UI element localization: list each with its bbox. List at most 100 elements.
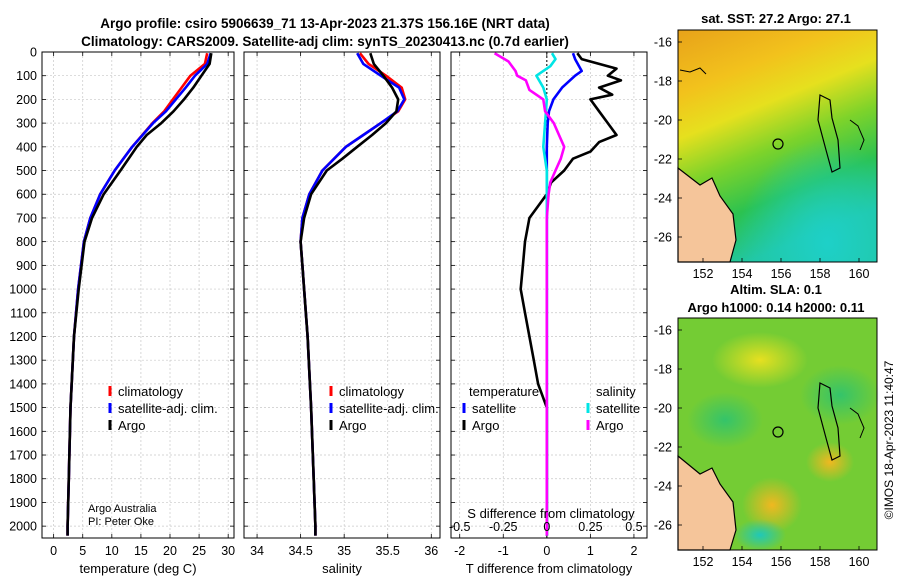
map-x-tick-label: 160 [849, 267, 870, 281]
y-tick-label: 300 [16, 117, 37, 131]
sla-low-west [687, 392, 763, 448]
figure-title-line1: Argo profile: csiro 5906639_71 13-Apr-20… [100, 16, 549, 31]
map-y-tick-label: -20 [654, 114, 672, 128]
y-tick-label: 200 [16, 93, 37, 107]
x-tick-label: 15 [134, 544, 148, 558]
x-tick-label: 34 [250, 544, 264, 558]
y-tick-label: 1500 [9, 401, 37, 415]
sst-reef-contour [817, 94, 841, 173]
sla-map-title-line2: Argo h1000: 0.14 h2000: 0.11 [687, 300, 864, 315]
x-tick-label: 5 [79, 544, 86, 558]
plot-frame [243, 51, 441, 539]
map-x-tick-label: 158 [810, 555, 831, 569]
map-x-tick-label: 152 [693, 555, 714, 569]
sla-high-north [712, 332, 808, 388]
y-tick-label: 1600 [9, 425, 37, 439]
legend-label: climatology [339, 384, 405, 399]
map-y-tick-label: -18 [654, 363, 672, 377]
plot-area [244, 52, 440, 538]
x-tick-label: 34.5 [288, 544, 312, 558]
sst-seamount-contour [772, 138, 784, 150]
annotation-line: PI: Peter Oke [88, 516, 154, 528]
y-tick-label: 1200 [9, 330, 37, 344]
sla-map-title-line1: Altim. SLA: 0.1 [730, 282, 822, 297]
y-tick-label: 0 [30, 46, 37, 60]
secondary-x-tick-label: -0.25 [489, 520, 518, 534]
temperature-panel: 0100200300400500600700800900100011001200… [9, 46, 235, 577]
sla-high-east [806, 442, 854, 482]
sla-east-contour [849, 407, 865, 439]
y-tick-label: 1700 [9, 449, 37, 463]
y-tick-label: 2000 [9, 520, 37, 534]
legend-label: Argo [118, 418, 145, 433]
series-line-argo [299, 52, 400, 536]
map-x-tick-label: 154 [732, 555, 753, 569]
x-tick-label: 0 [50, 544, 57, 558]
series-line-argo [66, 52, 213, 536]
y-tick-label: 1900 [9, 496, 37, 510]
sst-north-contour [679, 67, 707, 75]
map-y-tick-label: -22 [654, 153, 672, 167]
sla-map-axes: 152 154 156 158 160 -16 -18 -20 -22 -24 -26 [654, 324, 870, 570]
sla-map-panel: Altim. SLA: 0.1 Argo h1000: 0.14 h2000: … [654, 282, 880, 569]
x-tick-label: 35.5 [376, 544, 400, 558]
salinity-panel: 34 34.5 35 35.5 36 salinity climatology satelli… [243, 51, 441, 576]
x-tick-label: 25 [192, 544, 206, 558]
x-tick-label: 36 [424, 544, 438, 558]
legend-label: Argo [339, 418, 366, 433]
y-tick-label: 1300 [9, 354, 37, 368]
map-x-tick-label: 154 [732, 267, 753, 281]
legend-label: satellite [472, 401, 516, 416]
map-x-tick-label: 156 [771, 267, 792, 281]
series-line-s-argo [493, 52, 566, 536]
secondary-x-tick-label: 0.25 [578, 520, 602, 534]
y-tick-label: 600 [16, 188, 37, 202]
x-tick-label: -2 [454, 544, 465, 558]
y-tick-label: 400 [16, 140, 37, 154]
y-tick-label: 500 [16, 164, 37, 178]
legend-label: Argo [596, 418, 623, 433]
y-tick-label: 700 [16, 211, 37, 225]
sla-low-east [800, 365, 880, 425]
legend-label: Argo [472, 418, 499, 433]
sla-seamount-contour [772, 426, 784, 438]
sst-map-title: sat. SST: 27.2 Argo: 27.1 [701, 11, 851, 26]
legend-title-salinity: salinity [596, 384, 636, 399]
plot-area [451, 52, 647, 538]
map-y-tick-label: -26 [654, 519, 672, 533]
sst-map-frame [677, 29, 878, 263]
x-axis-label: salinity [322, 561, 362, 576]
x-tick-label: 35 [337, 544, 351, 558]
sst-east-contour [849, 119, 865, 151]
annotation-line: Argo Australia [88, 503, 157, 515]
legend-title-temperature: temperature [469, 384, 539, 399]
map-y-tick-label: -20 [654, 402, 672, 416]
sla-map-frame [677, 317, 878, 551]
map-x-tick-label: 152 [693, 267, 714, 281]
map-y-tick-label: -22 [654, 441, 672, 455]
y-tick-label: 100 [16, 69, 37, 83]
y-tick-label: 1800 [9, 472, 37, 486]
map-y-tick-label: -26 [654, 231, 672, 245]
legend-label: satellite-adj. clim. [118, 401, 218, 416]
secondary-x-axis-label: S difference from climatology [467, 506, 635, 521]
series-line-t-argo [519, 52, 623, 536]
legend-label: climatology [118, 384, 184, 399]
secondary-x-tick-label: 0.5 [625, 520, 642, 534]
sst-map-axes: 152 154 156 158 160 -16 -18 -20 -22 -24 -26 [654, 36, 870, 282]
map-x-tick-label: 160 [849, 555, 870, 569]
map-y-tick-label: -24 [654, 480, 672, 494]
map-y-tick-label: -16 [654, 36, 672, 50]
legend-label: satellite-adj. clim. [339, 401, 439, 416]
x-tick-label: 1 [587, 544, 594, 558]
sla-low-south [734, 519, 786, 551]
y-tick-label: 1000 [9, 283, 37, 297]
map-y-tick-label: -18 [654, 75, 672, 89]
map-y-tick-label: -16 [654, 324, 672, 338]
x-tick-label: 10 [105, 544, 119, 558]
plot-frame [450, 51, 648, 539]
x-tick-label: -1 [498, 544, 509, 558]
y-tick-label: 900 [16, 259, 37, 273]
x-axis-label: T difference from climatology [466, 561, 633, 576]
